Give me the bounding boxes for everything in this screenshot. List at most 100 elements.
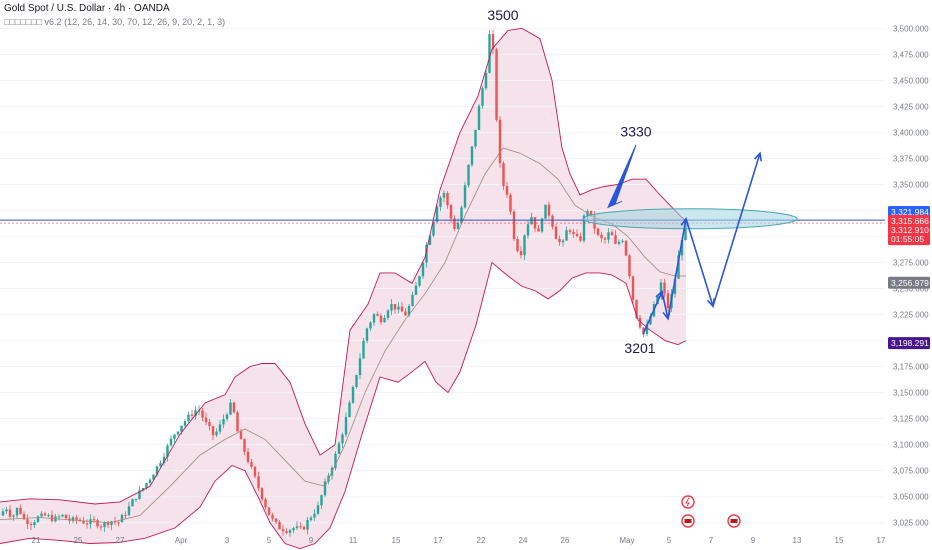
candle-body [635,299,638,318]
x-tick-label: 22 [477,536,486,545]
candle-body [187,414,190,422]
price-tag: 3,256.979 [888,276,930,289]
candle-body [19,507,22,514]
candle-body [309,517,313,521]
candle-body [516,239,519,252]
x-tick-label: 9 [309,536,314,545]
resistance-zone-ellipse [582,208,798,230]
candle-body [295,526,299,529]
candle-body [498,119,502,164]
candle-body [250,461,253,467]
candle-body [414,285,418,295]
candle-body [257,476,260,489]
candle-body [127,506,131,516]
candle-body [561,240,565,243]
arrowhead-target [753,151,763,162]
candle-body [190,414,194,417]
candle-body [467,164,470,186]
candle-body [71,517,75,521]
price-tag-text: 3,256.979 [891,278,929,288]
candle-body [376,314,379,316]
x-tick-label: 3 [225,536,230,545]
candle-body [607,232,610,240]
candle-body [12,515,15,517]
candle-body [628,255,631,277]
y-tick-label: 3,375.000 [893,154,929,163]
candle-body [43,513,47,516]
candle-body [40,513,43,517]
candle-body [355,375,358,387]
candle-body [152,474,155,480]
y-tick-label: 3,025.000 [893,519,929,528]
candle-body [1,511,5,516]
candle-body [484,72,488,89]
candle-body [215,431,218,436]
projection-path [642,152,761,335]
x-tick-label: 15 [392,536,401,545]
candle-body [523,235,526,256]
x-tick-label: 7 [709,536,714,545]
candle-body [456,222,460,229]
candle-body [103,522,106,528]
candle-body [267,507,271,516]
candle-body [134,499,138,501]
candle-body [512,211,516,240]
candle-body [211,426,215,436]
candle-body [411,294,414,306]
candle-body [369,322,372,329]
candle-body [663,282,666,294]
candle-body [397,306,400,310]
candle-body [596,228,600,235]
x-tick-label: 17 [434,536,443,545]
candle-body [138,490,141,500]
candle-body [575,234,579,237]
price-tag-text: 3,312.910 [891,225,929,235]
price-tag-text: 3,321.984 [891,207,929,217]
candle-body [36,516,40,523]
candle-body [260,488,264,500]
candle-body [75,517,78,520]
candle-body [225,414,229,419]
candle-body [460,207,463,223]
candle-body [61,514,64,517]
price-tag: 01:55:05 [888,233,930,246]
candle-body [491,34,495,50]
candle-body [281,529,285,532]
y-tick-label: 3,450.000 [893,76,929,85]
candle-body [404,311,407,316]
y-tick-label: 3,225.000 [893,311,929,320]
candle-body [106,522,110,526]
x-tick-label: 5 [667,536,672,545]
indicator-legend: □□□□□□□ v6.2 (12, 26, 14, 30, 70, 12, 26… [4,17,226,27]
candle-body [666,293,670,309]
candle-body [365,328,369,341]
candle-body [222,418,225,425]
candle-body [474,129,477,147]
annotation-3330: 3330 [620,124,651,140]
candle-body [246,451,250,462]
candle-body [47,515,50,517]
candle-body [302,526,306,530]
candle-body [610,232,614,236]
candle-body [568,230,572,232]
candle-body [99,526,103,528]
candle-body [390,304,393,311]
arrowhead-up-small [655,289,664,300]
candle-body [631,276,635,300]
price-tag-bg [888,276,930,289]
candle-body [582,215,586,241]
candle-body [463,185,467,208]
candle-body [407,305,411,316]
candle-body [442,193,446,198]
candle-body [218,424,222,432]
candle-body [264,499,267,508]
candle-body [621,240,624,242]
candle-body [316,505,320,514]
candle-body [183,421,187,426]
annotation-3201: 3201 [624,340,655,356]
candle-body [5,509,8,512]
candle-body [232,402,236,413]
candle-body [614,235,617,244]
candle-body [337,443,341,454]
